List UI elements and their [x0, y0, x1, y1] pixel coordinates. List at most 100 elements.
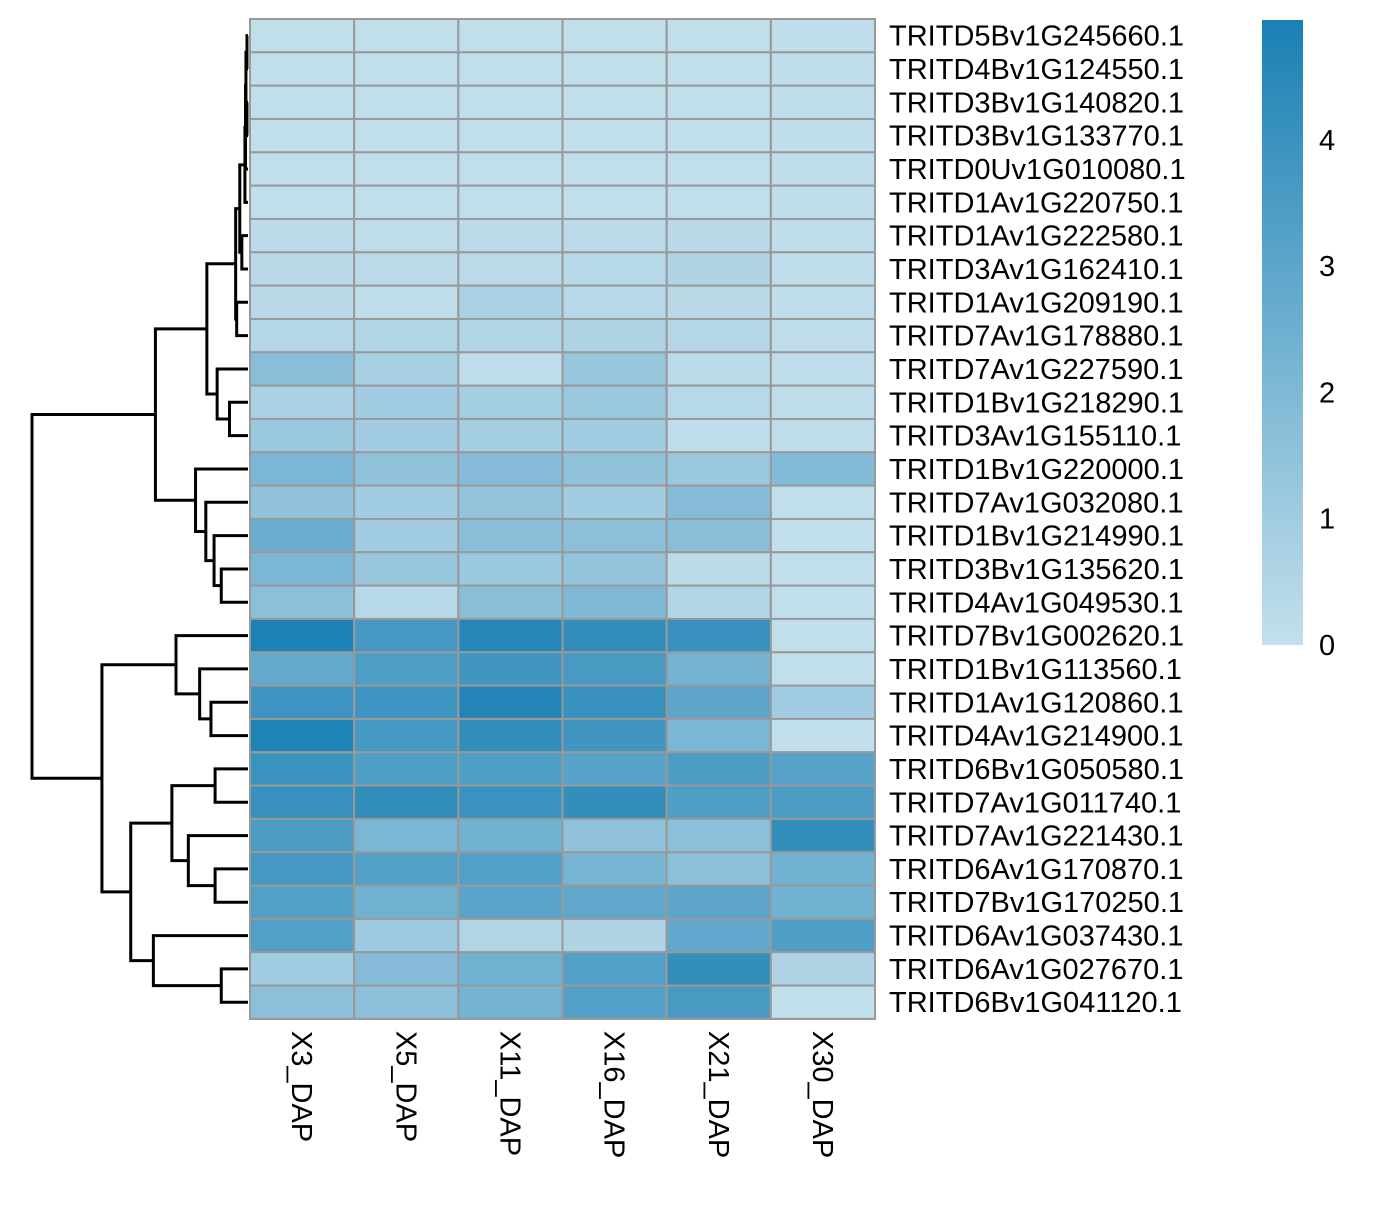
heatmap-cell [249, 217, 356, 254]
heatmap-cell [769, 851, 877, 887]
column-label: X16_DAP [598, 1031, 630, 1158]
heatmap-cell [457, 517, 564, 554]
color-legend: 0 1 2 3 4 [1262, 20, 1335, 662]
heatmap-cell [561, 751, 668, 787]
heatmap-cell [769, 817, 877, 854]
row-label: TRITD1Bv1G220000.1 [889, 454, 1184, 486]
heatmap-cell [249, 351, 356, 387]
heatmap-cell [353, 384, 460, 420]
heatmap-cell [353, 417, 460, 454]
heatmap-cell [457, 384, 564, 420]
heatmap-cell [665, 951, 772, 987]
heatmap-cell [769, 417, 877, 454]
heatmap-cell [665, 684, 772, 720]
heatmap-cell [457, 584, 564, 620]
row-label: TRITD6Bv1G050580.1 [889, 754, 1184, 786]
heatmap-cell [353, 684, 460, 720]
heatmap-cell [457, 184, 564, 220]
heatmap-cell [353, 284, 460, 320]
heatmap-cell [353, 517, 460, 554]
row-label: TRITD7Av1G227590.1 [889, 354, 1183, 386]
dendrogram-branch [198, 667, 248, 721]
row-label: TRITD1Bv1G218290.1 [889, 387, 1184, 419]
heatmap-cell [769, 217, 877, 254]
heatmap-cell [665, 84, 772, 120]
legend-tick-label: 2 [1319, 377, 1335, 409]
heatmap-cell [561, 617, 668, 654]
dendrogram-branch [212, 534, 248, 588]
heatmap-cell [457, 551, 564, 587]
heatmap-cell [665, 284, 772, 320]
row-label: TRITD1Bv1G214990.1 [889, 521, 1184, 553]
heatmap-cell [457, 717, 564, 754]
heatmap-cell [561, 851, 668, 887]
heatmap-cell [561, 984, 668, 1020]
heatmap-cell [665, 617, 772, 654]
heatmap-cell [457, 884, 564, 920]
dendrogram-branch [170, 784, 216, 863]
heatmap-cell [249, 417, 356, 454]
heatmap-cell [353, 651, 460, 687]
row-label: TRITD1Bv1G113560.1 [889, 654, 1182, 686]
heatmap-cell [249, 784, 356, 820]
heatmap-cell [665, 884, 772, 920]
heatmap-cell [353, 617, 460, 654]
heatmap-cell [457, 217, 564, 254]
heatmap-cell [249, 617, 356, 654]
heatmap-cell [457, 784, 564, 820]
heatmap-cell [769, 317, 877, 354]
heatmap-cell [561, 651, 668, 687]
heatmap-cell [249, 184, 356, 220]
heatmap-cell [353, 717, 460, 754]
heatmap-cell [561, 18, 668, 54]
heatmap-cell [457, 984, 564, 1020]
column-label: X3_DAP [285, 1031, 317, 1142]
heatmap-frame [249, 18, 877, 1020]
heatmap-cell [353, 351, 460, 387]
heatmap-cell [353, 251, 460, 287]
heatmap-cell [665, 784, 772, 820]
heatmap-cell [353, 484, 460, 520]
heatmap-cell [769, 151, 877, 187]
row-label: TRITD1Av1G220750.1 [889, 187, 1183, 219]
heatmap-cell [353, 984, 460, 1020]
heatmap-cell [457, 151, 564, 187]
row-dendrogram [30, 34, 249, 1004]
heatmap-cell [769, 284, 877, 320]
heatmap-cell [353, 184, 460, 220]
dendrogram-branch [204, 500, 248, 563]
heatmap-cell [561, 217, 668, 254]
heatmap-cell [249, 651, 356, 687]
row-label: TRITD4Av1G049530.1 [889, 587, 1183, 619]
heatmap-cell [665, 984, 772, 1020]
heatmap-cell [769, 351, 877, 387]
heatmap-cell [249, 984, 356, 1020]
heatmap-cell [353, 217, 460, 254]
heatmap-cell [249, 51, 356, 87]
heatmap-cell [561, 584, 668, 620]
dendrogram-branch [227, 400, 248, 438]
heatmap-cell [769, 684, 877, 720]
heatmap-cell [561, 284, 668, 320]
heatmap-cell [249, 18, 356, 54]
heatmap-cell [249, 317, 356, 354]
heatmap-cell [353, 151, 460, 187]
heatmap-cell [561, 251, 668, 287]
dendrogram-branch [215, 367, 248, 421]
row-label: TRITD7Av1G032080.1 [889, 487, 1183, 519]
heatmap-cell [665, 384, 772, 420]
heatmap-cell [353, 584, 460, 620]
heatmap-cell [353, 18, 460, 54]
heatmap-cell [353, 884, 460, 920]
heatmap-cell [249, 951, 356, 987]
heatmap-cell [665, 18, 772, 54]
heatmap-cell [249, 384, 356, 420]
heatmap-cell [561, 517, 668, 554]
row-label: TRITD5Bv1G245660.1 [889, 21, 1184, 53]
heatmap-cell [769, 951, 877, 987]
heatmap-cell [769, 784, 877, 820]
dendrogram-branch [219, 567, 248, 604]
heatmap-cell [249, 751, 356, 787]
row-label: TRITD7Av1G221430.1 [889, 821, 1183, 853]
heatmap-cell [561, 884, 668, 920]
